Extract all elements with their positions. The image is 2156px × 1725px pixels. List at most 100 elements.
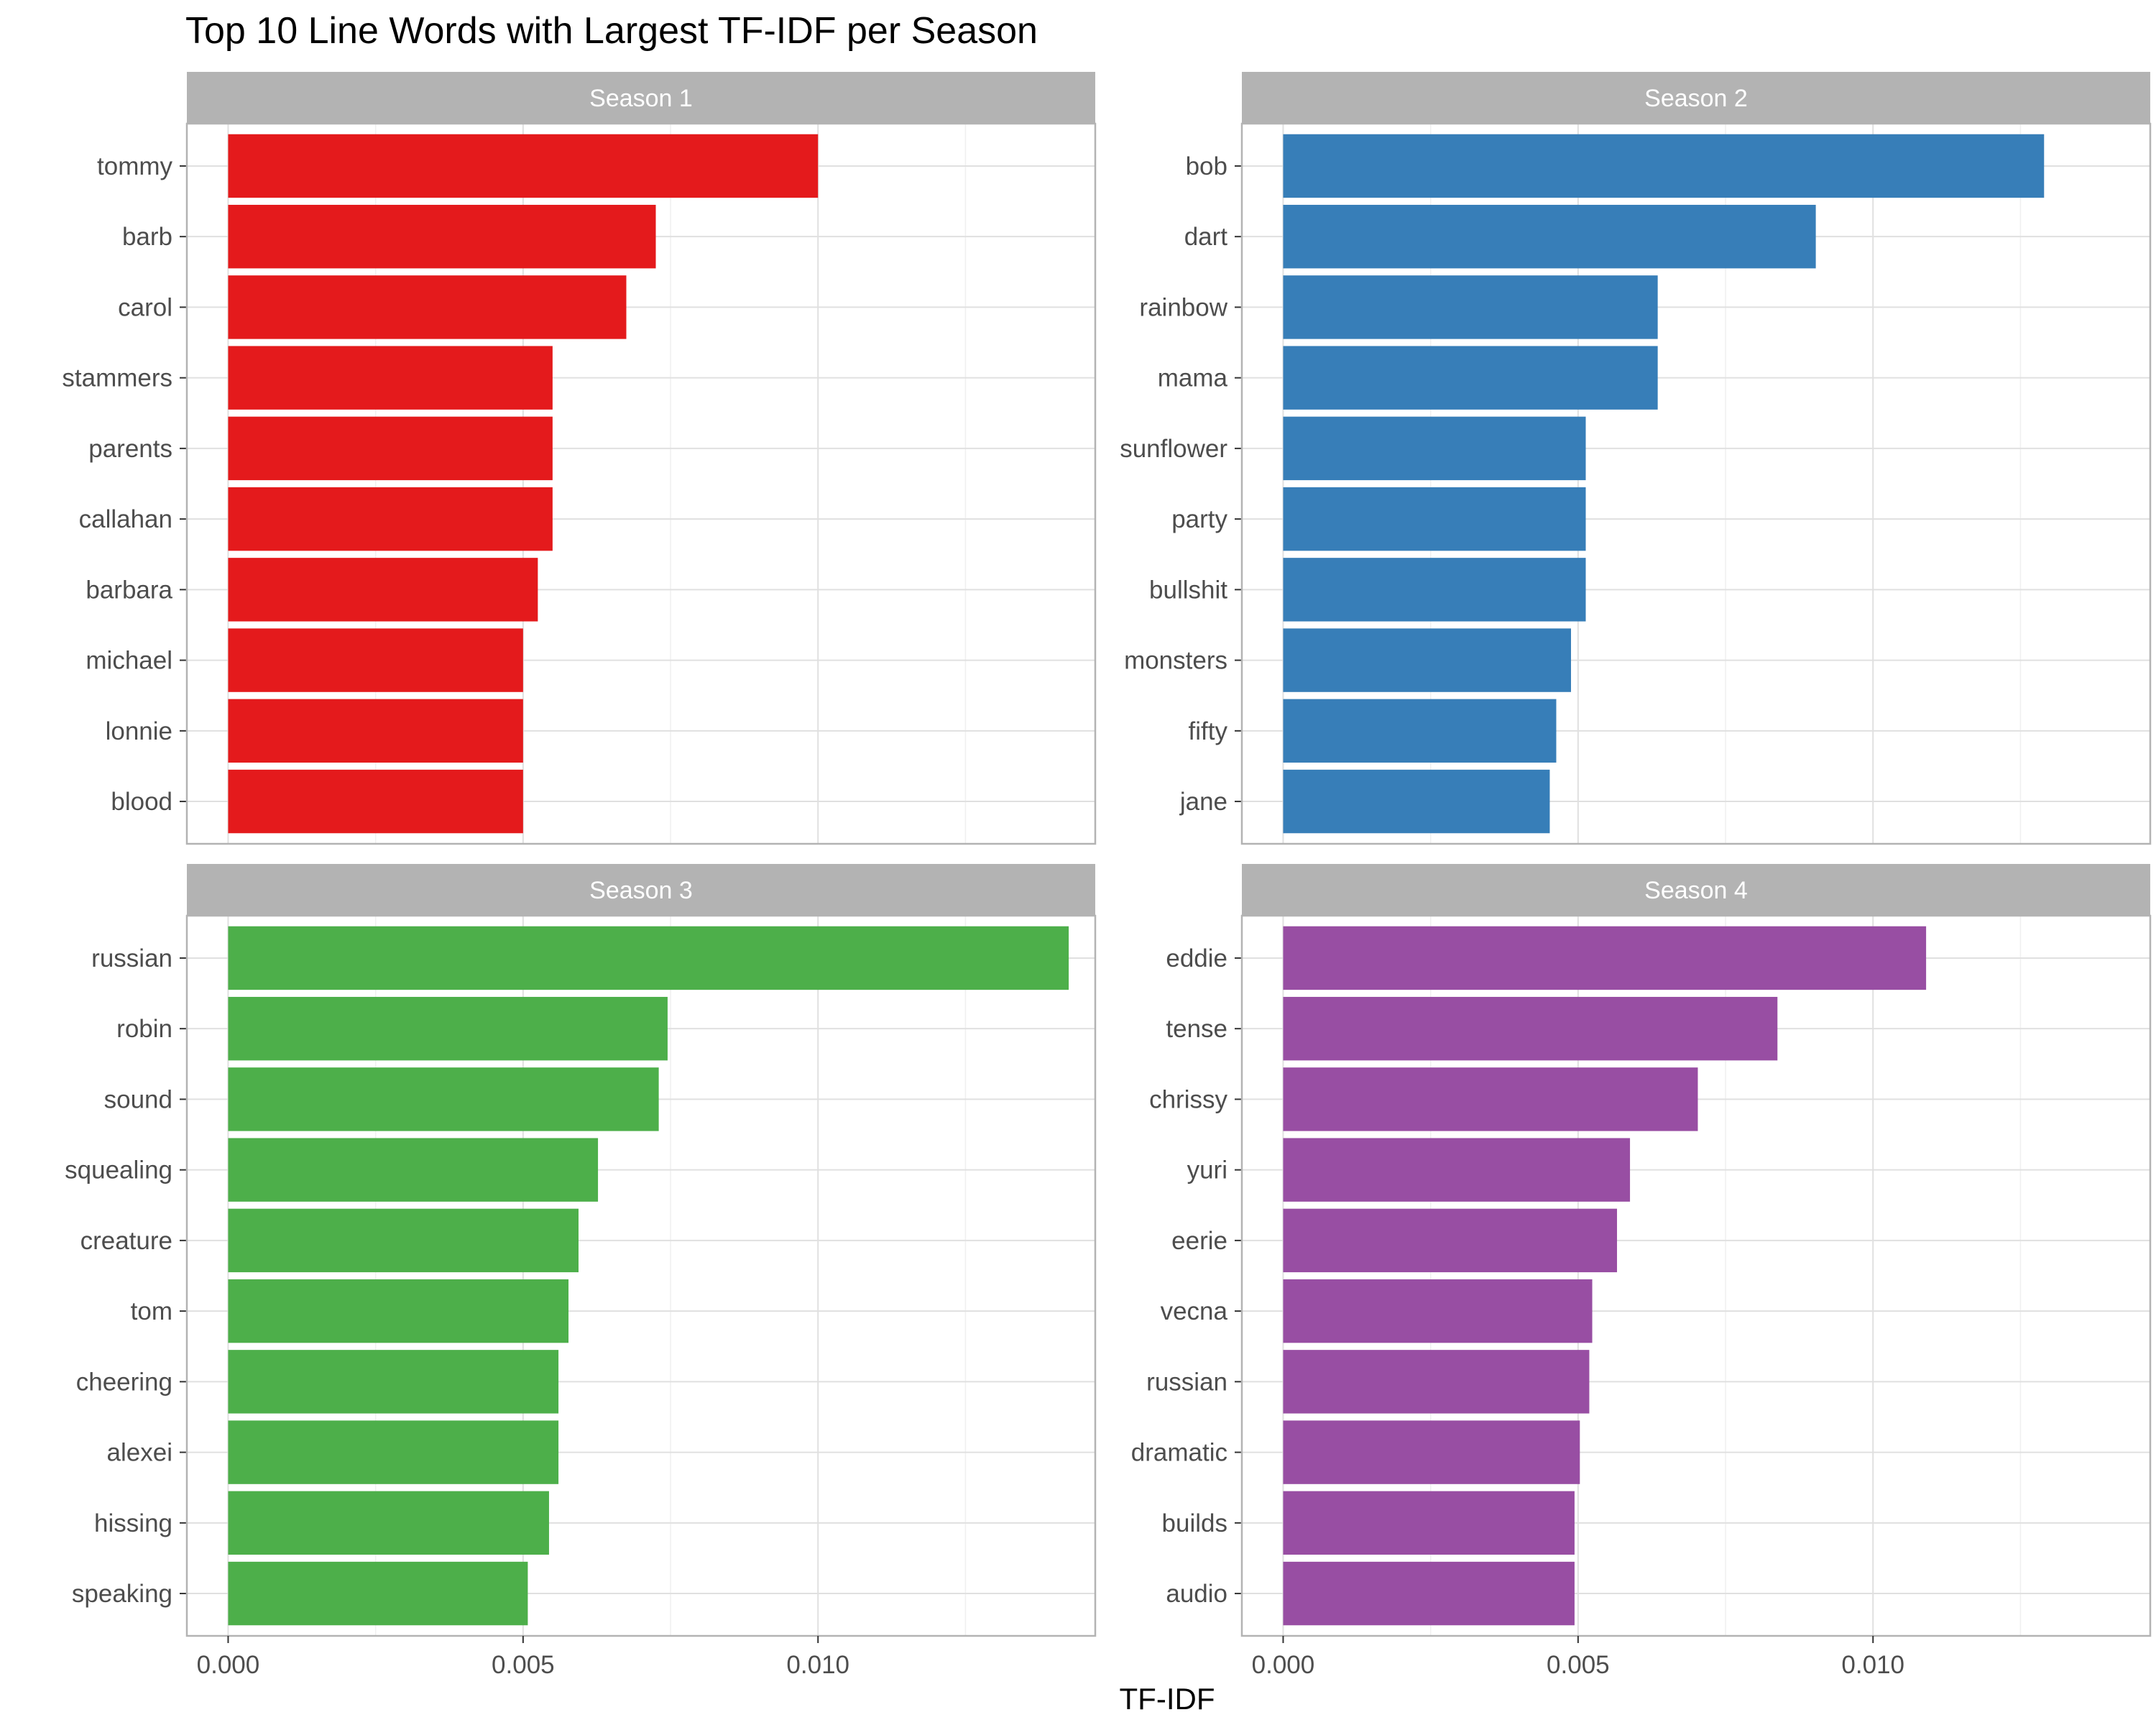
facet-1-y-tick-label: lonnie — [106, 717, 172, 745]
facet-3-y-tick-label: sound — [104, 1085, 172, 1113]
facet-2-bar-monsters — [1283, 628, 1571, 692]
facet-1-bar-stammers — [228, 346, 553, 410]
facet-1-panel: Season 1 tommy barb carol stammers parents cal… — [62, 72, 1097, 845]
facet-3-strip — [187, 864, 1095, 916]
facet-4-y-tick-label: vecna — [1161, 1297, 1228, 1325]
facet-2-y-tick-label: monsters — [1124, 647, 1227, 675]
facet-4-y-tick-label: dramatic — [1131, 1439, 1227, 1467]
facet-1-bar-lonnie — [228, 699, 523, 763]
facet-2-bar-sunflower — [1283, 416, 1586, 481]
facet-3-y-tick-label: tom — [131, 1297, 172, 1325]
facet-3-y-tick-label: hissing — [94, 1509, 172, 1537]
facet-3-bar-cheering — [228, 1350, 559, 1414]
facet-4-y-tick-label: yuri — [1187, 1156, 1227, 1184]
facet-4-strip — [1242, 864, 2150, 916]
chart-title: Top 10 Line Words with Largest TF-IDF pe… — [185, 10, 1038, 52]
facet-3-bar-tom — [228, 1279, 569, 1343]
facet-2-y-tick-label: bullshit — [1149, 576, 1227, 604]
facet-4-bar-audio — [1283, 1561, 1575, 1626]
facet-4-x-tick-label: 0.010 — [1841, 1651, 1904, 1679]
facet-2-bar-jane — [1283, 769, 1550, 834]
facet-2-bar-fifty — [1283, 699, 1557, 763]
facet-2-y-tick-label: dart — [1184, 223, 1228, 251]
facet-4-bar-vecna — [1283, 1279, 1593, 1343]
facet-2-bar-mama — [1283, 346, 1658, 410]
facet-4-y-tick-label: chrissy — [1149, 1085, 1227, 1113]
facet-3-panel: Season 3 russian robin sound squealing creatu… — [65, 864, 1097, 1679]
facet-1-bar-blood — [228, 769, 523, 834]
facet-4-strip-label: Season 4 — [1644, 877, 1748, 904]
facet-3-bar-squealing — [228, 1138, 599, 1202]
facet-1-y-tick-label: parents — [88, 435, 172, 463]
facet-1-bar-barb — [228, 204, 656, 269]
facet-1-bar-michael — [228, 628, 523, 692]
facet-3-x-tick-label: 0.010 — [786, 1651, 849, 1679]
facet-1-y-tick-label: carol — [118, 293, 172, 321]
facet-4-bar-builds — [1283, 1491, 1575, 1555]
facet-4-panel: Season 4 eddie tense chrissy yuri eerie vecna r… — [1131, 864, 2152, 1679]
facet-4-x-tick-label: 0.005 — [1547, 1651, 1610, 1679]
facet-4-y-tick-label: eddie — [1166, 944, 1227, 972]
facet-1-y-tick-label: barb — [122, 223, 172, 251]
facet-3-y-tick-label: cheering — [76, 1368, 172, 1396]
facet-1-panel-border — [185, 122, 1097, 845]
facet-4-bar-eddie — [1283, 926, 1927, 990]
facet-4-y-tick-label: builds — [1162, 1509, 1227, 1537]
facet-3-y-tick-label: creature — [80, 1227, 172, 1255]
facet-1-bar-callahan — [228, 487, 553, 551]
facet-2-bar-bob — [1283, 134, 2045, 198]
facet-4-bar-eerie — [1283, 1208, 1618, 1273]
facet-4-bar-yuri — [1283, 1138, 1631, 1202]
facet-2-bar-rainbow — [1283, 275, 1658, 339]
facet-2-bar-bullshit — [1283, 558, 1586, 622]
x-axis-title: TF-IDF — [1120, 1682, 1215, 1716]
facet-3-bar-speaking — [228, 1561, 528, 1626]
facet-4-y-tick-label: audio — [1166, 1580, 1227, 1608]
facet-3-y-tick-label: robin — [116, 1015, 172, 1043]
facet-2-y-tick-label: bob — [1186, 152, 1227, 180]
facet-4-panel-border — [1240, 914, 2152, 1637]
facet-2-y-tick-label: rainbow — [1139, 293, 1227, 321]
facet-4-bar-chrissy — [1283, 1067, 1698, 1131]
facet-1-y-tick-label: stammers — [62, 364, 172, 392]
facet-2-strip-label: Season 2 — [1644, 85, 1748, 112]
facet-3-strip-label: Season 3 — [589, 877, 693, 904]
facet-panels: Season 1 tommy barb carol stammers parents cal… — [62, 72, 2152, 1679]
facet-1-strip-label: Season 1 — [589, 85, 693, 112]
facet-2-y-tick-label: sunflower — [1120, 435, 1227, 463]
facet-3-bar-robin — [228, 996, 668, 1061]
facet-3-bar-hissing — [228, 1491, 549, 1555]
facet-2-strip — [1242, 72, 2150, 124]
facet-4-bar-russian — [1283, 1350, 1590, 1414]
facet-2-y-tick-label: fifty — [1189, 717, 1228, 745]
facet-2-bar-party — [1283, 487, 1586, 551]
facet-3-y-tick-label: squealing — [65, 1156, 172, 1184]
facet-3-panel-border — [185, 914, 1097, 1637]
facet-1-bar-carol — [228, 275, 627, 339]
facet-1-strip — [187, 72, 1095, 124]
facet-3-y-tick-label: speaking — [72, 1580, 172, 1608]
facet-4-x-tick-label: 0.000 — [1252, 1651, 1315, 1679]
facet-2-y-tick-label: party — [1171, 505, 1227, 533]
facet-3-bar-alexei — [228, 1420, 559, 1484]
facet-4-bar-tense — [1283, 996, 1778, 1061]
facet-2-y-tick-label: jane — [1179, 788, 1227, 816]
facet-4-y-tick-label: eerie — [1171, 1227, 1227, 1255]
facet-1-y-tick-label: barbara — [86, 576, 172, 604]
facet-3-x-tick-label: 0.000 — [197, 1651, 260, 1679]
facet-4-bar-dramatic — [1283, 1420, 1580, 1484]
facet-1-bar-barbara — [228, 558, 538, 622]
facet-1-y-tick-label: tommy — [97, 152, 173, 180]
facet-1-bar-tommy — [228, 134, 819, 198]
facet-4-y-tick-label: tense — [1166, 1015, 1227, 1043]
facet-3-bar-creature — [228, 1208, 579, 1273]
facet-2-bar-dart — [1283, 204, 1816, 269]
facet-2-panel-border — [1240, 122, 2152, 845]
facet-2-y-tick-label: mama — [1158, 364, 1228, 392]
facet-4-y-tick-label: russian — [1146, 1368, 1227, 1396]
facet-1-y-tick-label: callahan — [79, 505, 172, 533]
facet-3-y-tick-label: russian — [91, 944, 172, 972]
facet-2-panel: Season 2 bob dart rainbow mama sunflower party… — [1120, 72, 2152, 845]
facet-1-y-tick-label: blood — [111, 788, 172, 816]
